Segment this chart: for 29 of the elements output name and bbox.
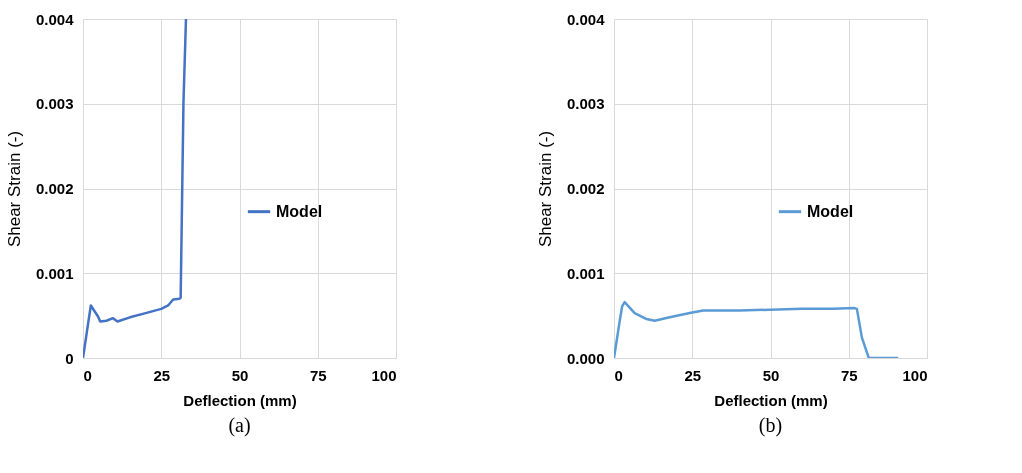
y-tick-label: 0.001 (35, 264, 74, 282)
y-tick-label: 0 (65, 349, 74, 367)
x-tick-label: 75 (840, 366, 858, 384)
text: (a) (228, 414, 251, 437)
y-tick-label: 0.003 (35, 95, 74, 113)
x-tick-label: 0 (614, 366, 623, 384)
text: (b) (758, 414, 783, 437)
x-tick-label: 0 (83, 366, 92, 384)
y-tick-label: 0.004 (35, 10, 75, 28)
y-axis-title: Shear Strain (-) (4, 130, 24, 248)
y-tick-label: 0.002 (566, 180, 605, 197)
legend-label: Model (807, 202, 854, 220)
y-tick-label: 0.004 (566, 10, 606, 28)
x-tick-label: 25 (153, 366, 171, 384)
x-tick-label: 100 (371, 366, 397, 384)
y-axis-title: Shear Strain (-) (535, 130, 555, 248)
x-tick-label: 25 (684, 366, 702, 384)
x-axis-title: Deflection (mm) (714, 391, 828, 409)
x-tick-label: 75 (309, 366, 327, 384)
x-tick-label: 100 (902, 366, 928, 384)
line-series (614, 300, 900, 358)
y-tick-label: 0.002 (35, 180, 74, 197)
y-tick-label: 0.001 (566, 264, 605, 282)
x-tick-label: 50 (231, 366, 249, 384)
x-tick-label: 50 (762, 366, 780, 384)
x-axis-title: Deflection (mm) (183, 391, 297, 409)
y-tick-label: 0.000 (566, 349, 605, 367)
y-tick-label: 0.003 (566, 95, 605, 113)
legend-label: Model (276, 202, 323, 220)
